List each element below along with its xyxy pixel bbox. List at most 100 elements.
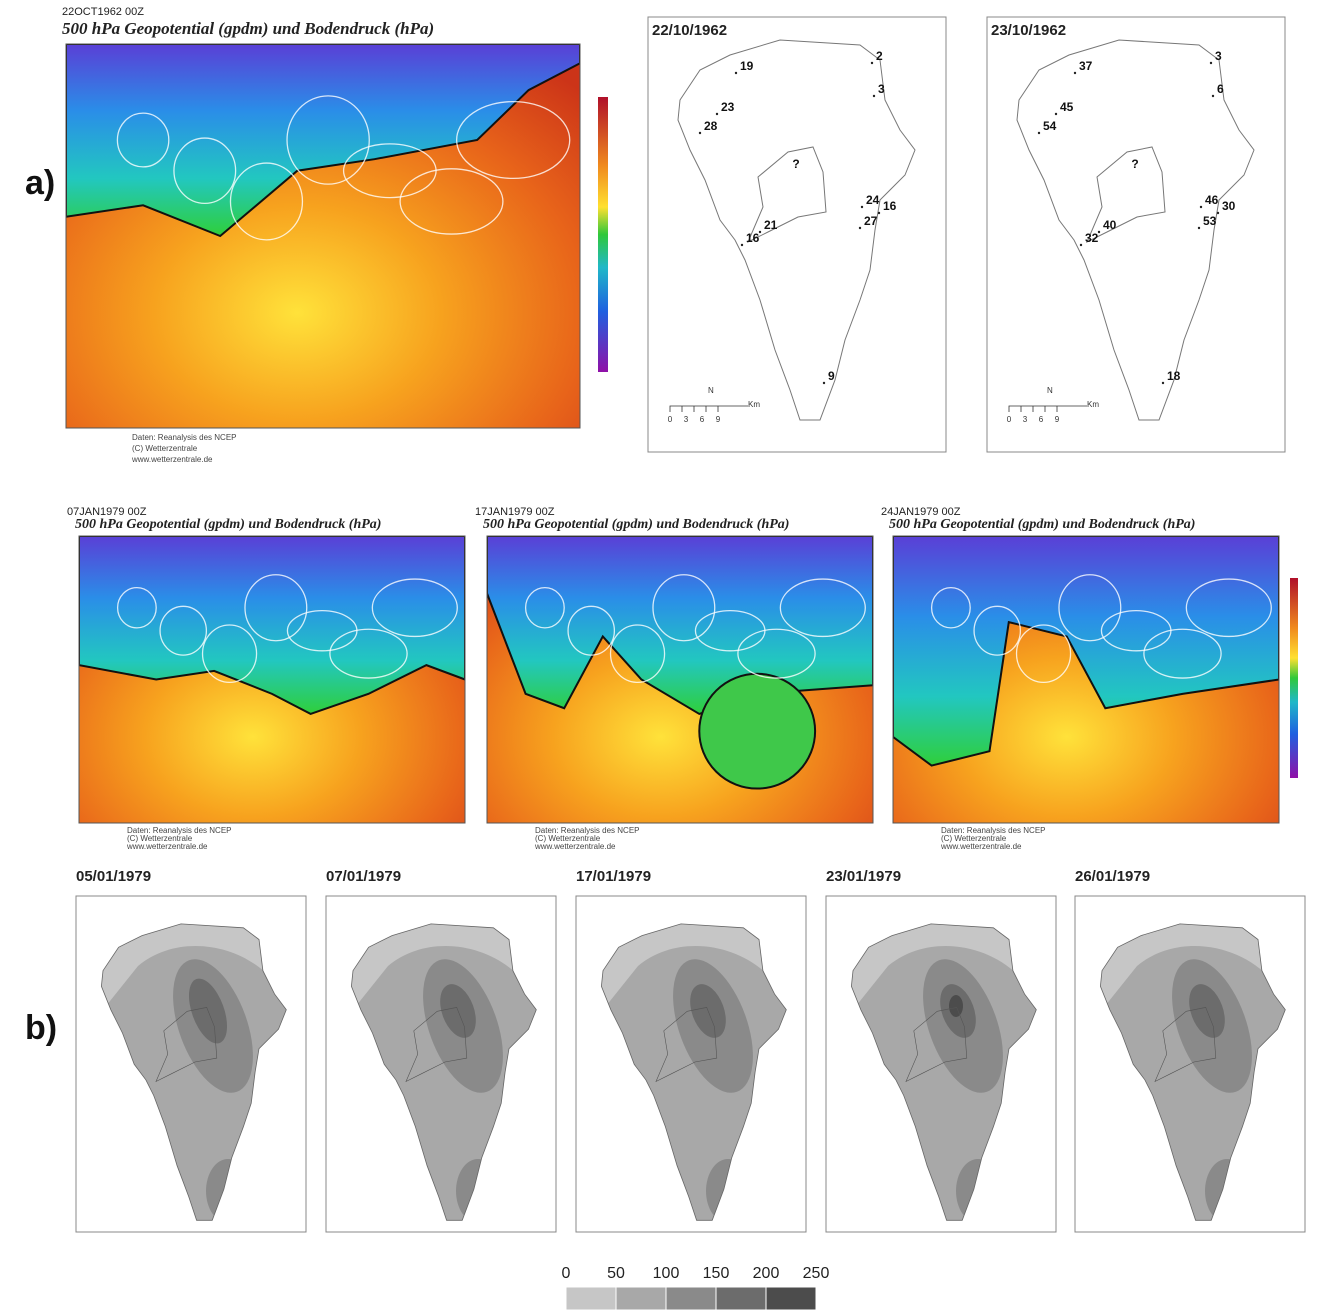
station-label: 28 xyxy=(704,119,718,133)
weather-map xyxy=(487,536,873,823)
station-label: 6 xyxy=(1217,82,1224,96)
scale-unit: Km xyxy=(748,400,760,409)
map-date: 22/10/1962 xyxy=(652,22,727,39)
map-title: 500 hPa Geopotential (gpdm) und Bodendru… xyxy=(483,517,789,532)
scale-tick: 3 xyxy=(1023,415,1028,424)
legend-swatch xyxy=(766,1287,816,1310)
map-title: 500 hPa Geopotential (gpdm) und Bodendru… xyxy=(75,517,381,532)
map-date: 26/01/1979 xyxy=(1075,868,1150,885)
legend-swatch xyxy=(716,1287,766,1310)
credit: www.wetterzentrale.de xyxy=(534,842,616,851)
station-dot xyxy=(873,95,875,97)
credit: www.wetterzentrale.de xyxy=(940,842,1022,851)
scale-tick: 0 xyxy=(668,415,673,424)
panel-label: a) xyxy=(25,164,55,202)
map-date: 07/01/1979 xyxy=(326,868,401,885)
color-bar xyxy=(1290,578,1298,778)
map-title: 500 hPa Geopotential (gpdm) und Bodendru… xyxy=(889,517,1195,532)
scale-tick: 6 xyxy=(700,415,705,424)
scale-tick: 9 xyxy=(1055,415,1060,424)
credit: www.wetterzentrale.de xyxy=(126,842,208,851)
station-dot xyxy=(735,72,737,74)
station-label: 40 xyxy=(1103,218,1117,232)
station-dot xyxy=(1200,206,1202,208)
station-label: 21 xyxy=(764,218,778,232)
legend-tick: 200 xyxy=(753,1265,780,1282)
station-label: 32 xyxy=(1085,231,1099,245)
legend-swatch xyxy=(566,1287,616,1310)
map-header: 07JAN1979 00Z xyxy=(67,506,147,518)
legend-tick: 250 xyxy=(803,1265,830,1282)
legend-tick: 0 xyxy=(562,1265,571,1282)
map-title: 500 hPa Geopotential (gpdm) und Bodendru… xyxy=(62,19,434,38)
panel-label: b) xyxy=(25,1009,57,1047)
station-label: 23 xyxy=(721,100,735,114)
scale-tick: 6 xyxy=(1039,415,1044,424)
scale-tick: 3 xyxy=(684,415,689,424)
station-label: 54 xyxy=(1043,119,1057,133)
map-header: 24JAN1979 00Z xyxy=(881,506,961,518)
station-label: 3 xyxy=(1215,49,1222,63)
cold-field xyxy=(487,536,873,714)
station-dot xyxy=(1055,113,1057,115)
credit: (C) Wetterzentrale xyxy=(132,444,198,453)
map-header: 22OCT1962 00Z xyxy=(62,6,144,18)
station-label: 18 xyxy=(1167,369,1181,383)
unknown-mark: ? xyxy=(792,157,799,171)
unknown-mark: ? xyxy=(1131,157,1138,171)
weather-map xyxy=(79,536,465,823)
legend-swatch xyxy=(616,1287,666,1310)
map-header: 17JAN1979 00Z xyxy=(475,506,555,518)
map-date: 23/10/1962 xyxy=(991,22,1066,39)
station-label: 24 xyxy=(866,193,880,207)
station-label: 45 xyxy=(1060,100,1074,114)
station-dot xyxy=(741,244,743,246)
credit: Daten: Reanalysis des NCEP xyxy=(132,433,237,442)
station-label: 46 xyxy=(1205,193,1219,207)
station-label: 2 xyxy=(876,49,883,63)
legend-tick: 150 xyxy=(703,1265,730,1282)
station-label: 19 xyxy=(740,59,754,73)
color-bar xyxy=(598,97,608,372)
station-dot xyxy=(859,227,861,229)
cold-field xyxy=(699,674,815,789)
station-label: 16 xyxy=(883,199,897,213)
station-dot xyxy=(1162,382,1164,384)
station-dot xyxy=(1074,72,1076,74)
station-label: 37 xyxy=(1079,59,1093,73)
station-label: 3 xyxy=(878,82,885,96)
rain-zone xyxy=(949,995,963,1017)
credit: www.wetterzentrale.de xyxy=(131,455,213,464)
station-label: 30 xyxy=(1222,199,1236,213)
map-frame xyxy=(987,17,1285,452)
station-label: 27 xyxy=(864,214,878,228)
figure: a)22OCT1962 00Z500 hPa Geopotential (gpd… xyxy=(0,0,1317,1310)
scale-tick: 9 xyxy=(716,415,721,424)
map-date: 23/01/1979 xyxy=(826,868,901,885)
station-label: 9 xyxy=(828,369,835,383)
station-dot xyxy=(699,132,701,134)
station-dot xyxy=(1198,227,1200,229)
station-dot xyxy=(861,206,863,208)
legend-tick: 50 xyxy=(607,1265,625,1282)
station-label: 53 xyxy=(1203,214,1217,228)
station-label: 16 xyxy=(746,231,760,245)
weather-map xyxy=(66,44,580,428)
map-date: 17/01/1979 xyxy=(576,868,651,885)
legend-swatch xyxy=(666,1287,716,1310)
scale-tick: 0 xyxy=(1007,415,1012,424)
map-frame xyxy=(648,17,946,452)
station-dot xyxy=(1212,95,1214,97)
station-dot xyxy=(1038,132,1040,134)
scale-unit: Km xyxy=(1087,400,1099,409)
station-dot xyxy=(1210,62,1212,64)
weather-map xyxy=(893,536,1279,823)
station-dot xyxy=(1217,212,1219,214)
north-arrow: N xyxy=(1047,386,1053,395)
station-dot xyxy=(878,212,880,214)
station-dot xyxy=(871,62,873,64)
map-date: 05/01/1979 xyxy=(76,868,151,885)
legend-tick: 100 xyxy=(653,1265,680,1282)
station-dot xyxy=(1080,244,1082,246)
station-dot xyxy=(716,113,718,115)
